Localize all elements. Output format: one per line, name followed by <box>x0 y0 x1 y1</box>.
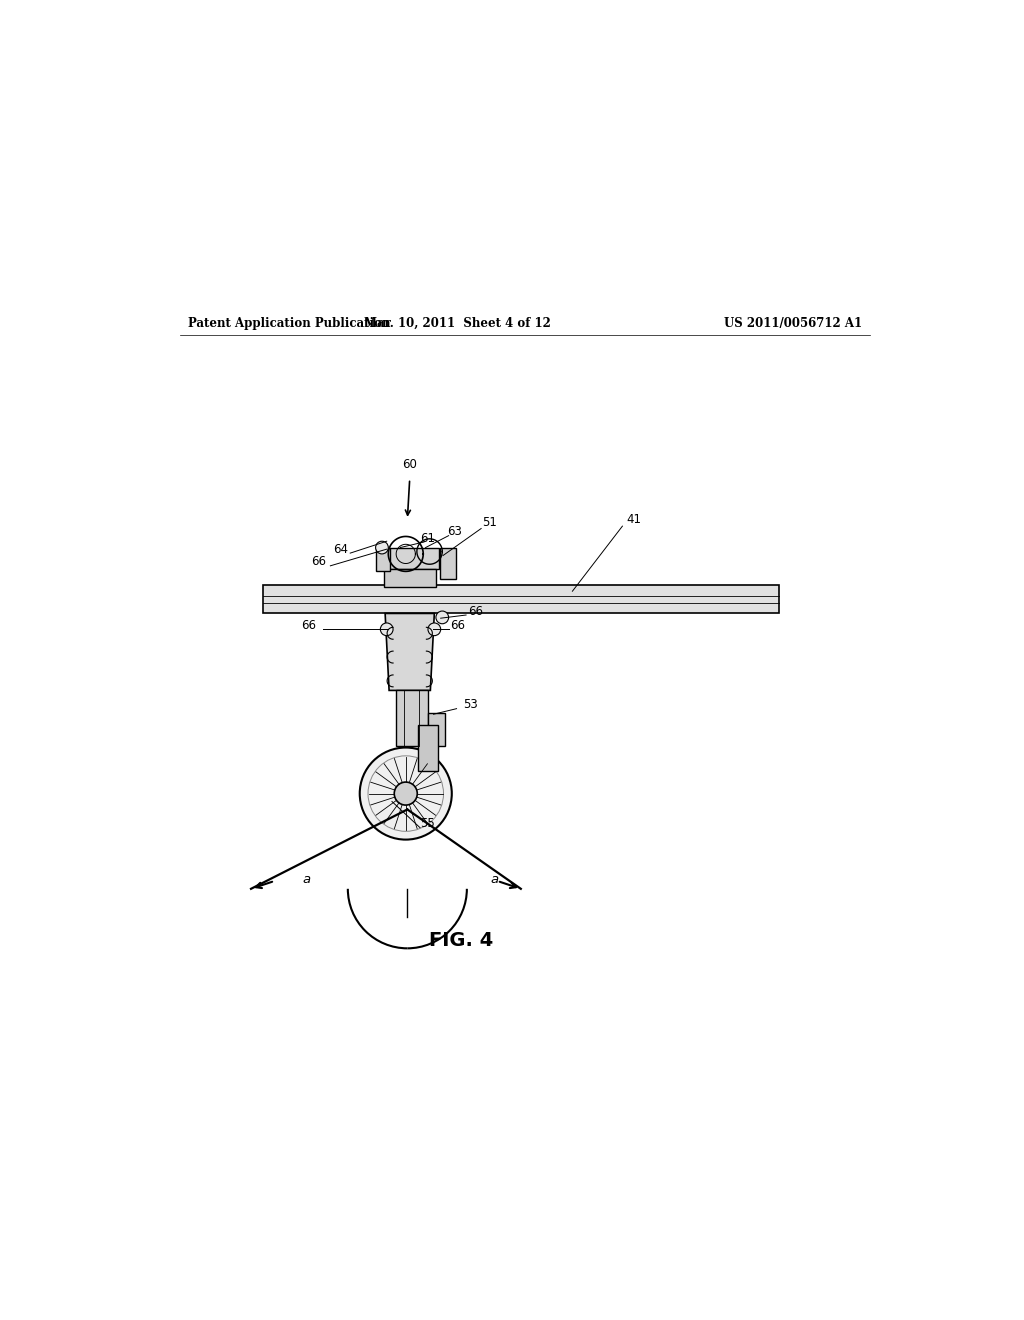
Text: 66: 66 <box>450 619 465 632</box>
Text: Mar. 10, 2011  Sheet 4 of 12: Mar. 10, 2011 Sheet 4 of 12 <box>364 317 551 330</box>
Text: 51: 51 <box>481 516 497 529</box>
Text: 55: 55 <box>421 817 435 830</box>
FancyBboxPatch shape <box>428 713 445 746</box>
FancyBboxPatch shape <box>380 548 439 569</box>
Text: 66: 66 <box>311 556 326 569</box>
Text: 61: 61 <box>421 532 435 545</box>
Circle shape <box>428 623 440 636</box>
Text: 63: 63 <box>447 525 463 539</box>
Circle shape <box>359 747 452 840</box>
Text: a: a <box>490 873 499 886</box>
Text: FIG. 4: FIG. 4 <box>429 931 494 950</box>
Polygon shape <box>385 614 434 690</box>
FancyBboxPatch shape <box>418 725 437 771</box>
Text: Patent Application Publication: Patent Application Publication <box>187 317 390 330</box>
Text: 41: 41 <box>627 513 642 527</box>
FancyBboxPatch shape <box>384 569 435 587</box>
FancyBboxPatch shape <box>263 585 778 614</box>
Text: 66: 66 <box>301 619 316 632</box>
Circle shape <box>380 623 393 636</box>
Circle shape <box>394 781 417 805</box>
FancyBboxPatch shape <box>440 548 456 579</box>
Text: 53: 53 <box>464 698 478 711</box>
FancyBboxPatch shape <box>376 548 390 572</box>
Text: 66: 66 <box>468 605 483 618</box>
Text: 60: 60 <box>402 458 417 471</box>
Text: US 2011/0056712 A1: US 2011/0056712 A1 <box>724 317 862 330</box>
Text: a: a <box>302 873 310 886</box>
Circle shape <box>376 541 388 554</box>
Text: 64: 64 <box>333 543 348 556</box>
FancyBboxPatch shape <box>396 690 428 746</box>
Circle shape <box>436 611 449 624</box>
